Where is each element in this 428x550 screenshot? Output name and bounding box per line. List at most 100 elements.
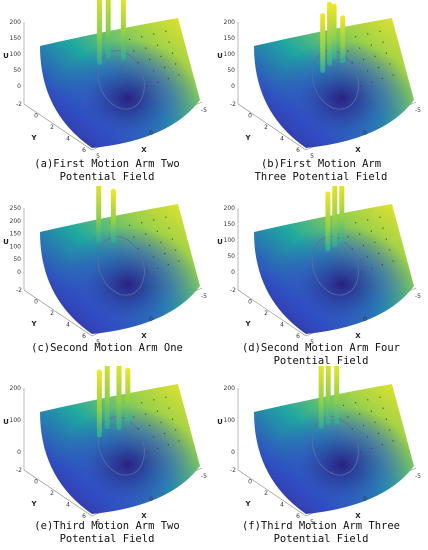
x-tick-label: 5 [310,519,314,526]
z-tick-label: 100 [224,417,236,424]
y-tick-label: 6 [296,333,300,340]
caption-line: (a)First Motion Arm Two [34,158,180,170]
potential-spike-4 [340,15,346,64]
chart-panel-6: 200 100 0 U -2 0 2 4 6 Y 5 0 -5 X [214,366,428,548]
y-tick-label: 4 [280,322,284,329]
y-tick-label: -2 [230,467,236,474]
z-tick-label: 50 [13,256,21,263]
x-tick-label: -5 [415,473,421,480]
y-tick-label: 0 [34,113,38,120]
z-tick-label: 200 [10,19,22,26]
x-tick-label: -5 [201,293,207,300]
chart-panel-3: 250 200 150 100 50 0 U -2 0 2 4 6 Y 5 0 -5 X [0,186,214,368]
z-axis-label: U [3,418,9,426]
y-tick-label: 4 [66,136,70,143]
x-tick-label: 0 [363,316,367,323]
y-tick-label: -2 [16,101,22,108]
z-tick-label: 0 [17,269,21,276]
panel-caption: (b)First Motion Arm Three Potential Field [214,158,428,184]
z-tick-label: 200 [10,385,22,392]
z-tick-label: 150 [224,35,236,42]
potential-spike-2 [332,186,338,248]
z-tick-label: 200 [224,19,236,26]
y-tick-label: 6 [82,333,86,340]
panel-caption: (d)Second Motion Arm Four Potential Field [214,342,428,368]
y-tick-label: 0 [34,299,38,306]
obstacle-points [343,30,394,87]
x-tick-label: 5 [96,339,100,346]
caption-line: Three Potential Field [254,171,388,183]
y-tick-label: 0 [248,299,252,306]
potential-spike-2 [110,188,116,244]
z-tick-label: 200 [224,385,236,392]
z-tick-label: 0 [231,449,235,456]
potential-well [254,384,414,514]
x-tick-label: -5 [201,107,207,114]
y-tick-label: 4 [280,502,284,509]
caption-line: (e)Third Motion Arm Two [34,520,180,532]
y-tick-label: 4 [66,322,70,329]
surface-plot: 200 100 0 U -2 0 2 4 6 Y 5 0 -5 X [217,366,421,526]
y-tick-label: -2 [230,287,236,294]
z-tick-label: 100 [224,51,236,58]
potential-spike-1 [96,186,102,243]
potential-spike-1 [325,191,331,252]
z-tick-label: 50 [13,67,21,74]
z-tick-label: 0 [17,449,21,456]
caption-line: (d)Second Motion Arm Four [241,342,401,354]
potential-spike-2 [327,1,333,66]
z-axis-label: U [217,238,223,246]
potential-spike-1 [318,366,324,429]
y-axis-label: Y [30,500,37,508]
contour-line [97,50,145,110]
y-tick-label: 2 [264,124,268,131]
y-tick-label: -2 [16,467,22,474]
potential-well [40,384,200,514]
potential-well [40,204,200,334]
z-tick-label: 0 [231,83,235,90]
z-tick-label: 200 [224,205,236,212]
x-axis-label: X [141,332,147,340]
x-tick-label: 0 [149,496,153,503]
z-axis-label: U [3,52,9,60]
potential-spike-1 [96,369,102,438]
y-axis-label: Y [244,500,251,508]
y-tick-label: -2 [230,101,236,108]
x-tick-label: 0 [363,496,367,503]
x-tick-label: 0 [149,130,153,137]
potential-spike-3 [339,186,345,244]
potential-spike-2 [105,0,111,59]
y-axis-label: Y [30,134,37,142]
potential-spike-1 [320,13,326,74]
contour-line [311,416,359,476]
chart-panel-2: 200 150 100 50 0 U -2 0 2 4 6 Y 5 0 -5 X [214,0,428,182]
z-tick-label: 100 [10,243,22,250]
x-tick-label: 5 [96,153,100,160]
x-tick-label: -5 [201,473,207,480]
z-tick-label: 250 [10,205,22,212]
panel-caption: (c)Second Motion Arm One [0,342,214,355]
caption-line: (b)First Motion Arm [260,158,382,170]
caption-line: (f)Third Motion Arm Three [241,520,401,532]
x-axis-label: X [141,146,147,154]
chart-panel-1: 200 150 100 50 0 U -2 0 2 4 6 Y 5 0 -5 X [0,0,214,182]
x-tick-label: 5 [96,519,100,526]
z-axis-label: U [217,52,223,60]
y-tick-label: 6 [296,147,300,154]
y-tick-label: 0 [248,479,252,486]
caption-line: Potential Field [59,533,155,545]
caption-line: (c)Second Motion Arm One [31,342,183,354]
z-tick-label: 150 [10,231,22,238]
z-tick-label: 150 [10,35,22,42]
potential-spike-3 [120,0,126,61]
z-tick-label: 0 [17,83,21,90]
z-tick-label: 100 [10,51,22,58]
x-tick-label: -5 [415,107,421,114]
y-tick-label: 6 [296,513,300,520]
obstacle-points [129,30,180,87]
potential-spike-2 [104,366,110,429]
z-tick-label: 100 [10,417,22,424]
